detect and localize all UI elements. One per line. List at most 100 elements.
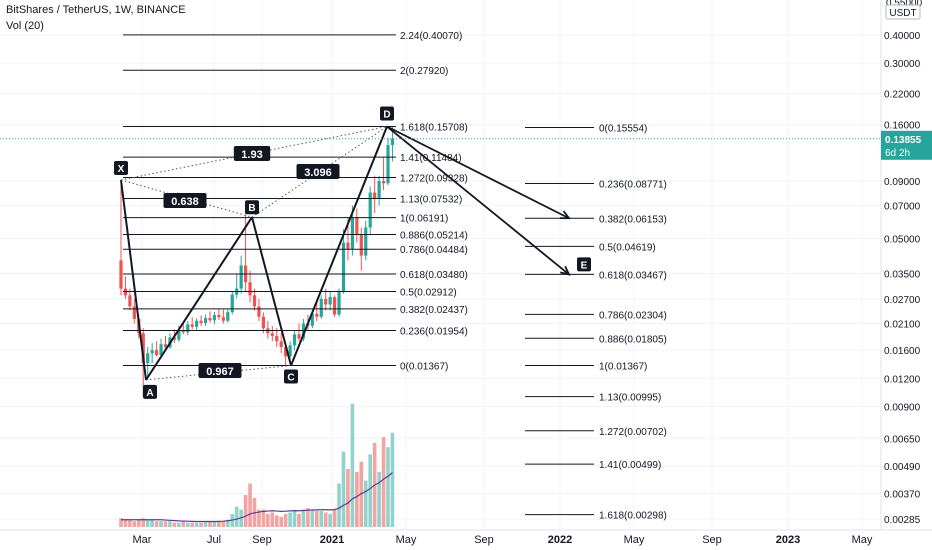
ratio-label: 0.967 (206, 366, 234, 378)
price-tick-label: 0.00490 (884, 462, 921, 473)
candle-body (341, 242, 346, 292)
time-tick-label: Sep (474, 534, 494, 546)
volume-indicator-label[interactable]: Vol (20) (6, 20, 44, 32)
candle-body (172, 337, 176, 340)
time-tick-label: May (852, 534, 873, 546)
candle-body (284, 347, 288, 357)
volume-bar (310, 509, 315, 527)
volume-bar (283, 513, 288, 527)
candle-body (150, 350, 154, 354)
fib-level-label: 1(0.06191) (400, 214, 448, 225)
volume-bar (257, 509, 261, 527)
candle-body (377, 181, 381, 199)
price-tick-label: 0.00370 (884, 489, 921, 500)
candle-body (248, 282, 252, 296)
price-tick-label: 0.01200 (884, 374, 921, 385)
pattern-point-badge (380, 106, 394, 121)
harmonic-pattern[interactable]: 0.638 0.967 1.93 3.096 X A B C D E (114, 106, 591, 399)
ratio-label: 3.096 (304, 167, 332, 179)
volume-bar (190, 522, 194, 527)
volume-bar (185, 522, 190, 527)
candle-body (119, 260, 123, 289)
volume-bar (323, 512, 328, 527)
volume-bar (386, 447, 390, 527)
volume-bar (261, 509, 266, 527)
chart-title: BitShares / TetherUS, 1W, BINANCE (6, 4, 186, 16)
candle-body (208, 318, 212, 321)
volume-bar (217, 521, 221, 527)
volume-bar (266, 513, 270, 527)
fib-level-label: 0.5(0.02912) (400, 287, 457, 298)
fib-level-label: 0(0.15554) (599, 123, 647, 134)
candle-body (390, 138, 395, 146)
fib-level-label: 1.13(0.00995) (599, 393, 661, 404)
candle-body (190, 324, 194, 327)
price-tick-label: 0.05000 (884, 235, 921, 246)
price-tick-label: 0.07000 (884, 202, 921, 213)
projection-arrowhead (560, 265, 571, 276)
volume-bar (159, 521, 163, 527)
volume-bar (297, 513, 301, 527)
price-tick-label: 0.22000 (884, 90, 921, 101)
fib-level-label: 1.618(0.15708) (400, 123, 468, 134)
projection-target-label: E (581, 260, 588, 271)
pattern-point-label: X (118, 164, 125, 175)
pattern-point-badge (284, 369, 298, 384)
price-tick-label: 0.03500 (884, 269, 921, 280)
fib-level-label: 0.886(0.05214) (400, 230, 468, 241)
volume-bar (346, 469, 350, 527)
price-axis[interactable]: 0.40000 0.30000 0.22000 0.16000 0.09000 0.070… (0, 0, 932, 530)
candle-body (355, 217, 359, 235)
projection-arrowhead (559, 210, 571, 220)
volume-bar (341, 451, 346, 527)
candle-body (297, 334, 301, 339)
volume-ma (121, 472, 393, 523)
candle-body (163, 344, 168, 348)
candle-body (292, 334, 297, 346)
projection-target-badge (577, 257, 591, 272)
volume-bar (381, 437, 386, 527)
current-price-label: 0.13855 (885, 135, 922, 146)
volume-bar (350, 403, 355, 527)
pattern-leg (120, 179, 147, 381)
candle-body (252, 295, 257, 307)
time-axis[interactable]: Mar Jul Sep 2021 May Sep 2022 May Sep 2023 May (0, 529, 932, 546)
candle-body (128, 295, 132, 307)
candle-body (199, 320, 203, 324)
price-tick-label: 0.00650 (884, 434, 921, 445)
candle-body (368, 192, 372, 228)
volume-bar (306, 508, 310, 527)
volume-bar (168, 521, 172, 527)
candle-body (364, 227, 368, 256)
projection-arrow (386, 125, 570, 220)
time-tick-label: 2023 (776, 534, 800, 546)
candle-body (217, 315, 221, 318)
volume-bar (137, 519, 141, 527)
volume-bar (390, 432, 395, 527)
pattern-point-badge (114, 160, 128, 175)
fib-level-label: 0.236(0.08771) (599, 180, 667, 191)
candle-body (333, 297, 337, 315)
volume-bar (119, 518, 123, 527)
candle-body (346, 242, 350, 249)
candle-body (381, 181, 386, 184)
candle-body (132, 306, 136, 319)
volume-bar (172, 522, 177, 527)
candle-body (195, 320, 199, 327)
candle-body (373, 192, 377, 199)
volume-bar (328, 513, 332, 527)
fib-levels[interactable]: 2.24(0.40070) 2(0.27920) 1.618(0.15708) 1.4… (123, 31, 667, 522)
volume-bar (132, 521, 137, 527)
price-tick-label: 0.40000 (884, 31, 921, 42)
volume-bar (368, 454, 372, 527)
volume-bar (248, 483, 252, 527)
fib-level-label: 0.786(0.04484) (400, 245, 468, 256)
fib-level-label: 1.272(0.00702) (599, 427, 667, 438)
volume-bar (355, 471, 359, 527)
price-tick-label: 0.00285 (884, 515, 921, 526)
volume-bar (163, 521, 168, 527)
pattern-leg (290, 126, 388, 366)
candlestick-series (119, 126, 395, 397)
volume-bar (177, 522, 181, 527)
